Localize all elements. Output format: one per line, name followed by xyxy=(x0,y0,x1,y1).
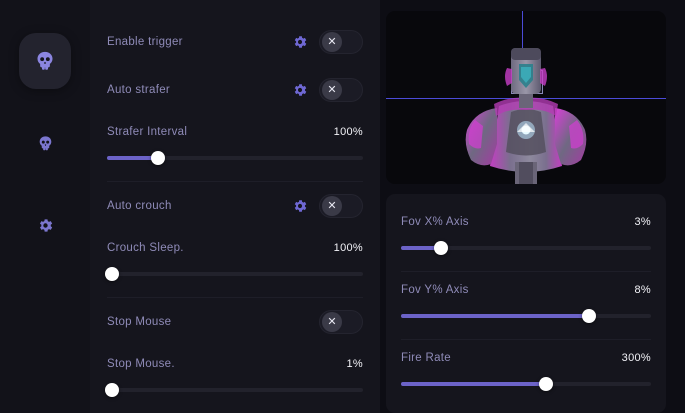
skull-icon xyxy=(37,135,54,152)
slider-fov-x-axis[interactable] xyxy=(401,241,651,255)
slider-label-fire-rate: Fire Rate xyxy=(401,352,451,364)
setting-row-auto-strafer: Auto strafer ✕ xyxy=(107,66,363,114)
slider-row-fire-rate: Fire Rate 300% xyxy=(401,340,651,407)
slider-fill xyxy=(401,314,589,318)
robot-character xyxy=(386,40,666,184)
slider-strafer-interval[interactable] xyxy=(107,151,363,165)
row-divider xyxy=(401,271,651,272)
settings-panel: Enable trigger ✕ Auto strafer ✕ Strafer Inte… xyxy=(90,0,380,413)
setting-label-auto-crouch: Auto crouch xyxy=(107,200,172,212)
slider-row-fov-y-axis: Fov Y% Axis 8% xyxy=(401,272,651,339)
row-divider xyxy=(107,181,363,182)
character-preview xyxy=(386,11,666,184)
setting-row-auto-crouch: Auto crouch ✕ xyxy=(107,182,363,230)
right-column: Fov X% Axis 3% Fov Y% Axis 8% Fire Rate 300% xyxy=(380,0,685,413)
slider-value-fire-rate: 300% xyxy=(621,352,651,364)
row-divider xyxy=(107,297,363,298)
slider-label-crouch-sleep: Crouch Sleep. xyxy=(107,242,184,254)
slider-row-fov-x-axis: Fov X% Axis 3% xyxy=(401,204,651,271)
slider-fill xyxy=(401,382,546,386)
sidebar-item-skull-secondary[interactable] xyxy=(19,115,71,171)
toggle-enable-trigger[interactable]: ✕ xyxy=(319,30,363,54)
slider-value-stop-mouse: 1% xyxy=(346,358,363,370)
setting-row-enable-trigger: Enable trigger ✕ xyxy=(107,18,363,66)
toggle-auto-strafer[interactable]: ✕ xyxy=(319,78,363,102)
slider-thumb[interactable] xyxy=(434,241,448,255)
slider-crouch-sleep[interactable] xyxy=(105,267,363,281)
slider-header: Strafer Interval 100% xyxy=(107,126,363,138)
slider-fill xyxy=(107,156,159,160)
gear-icon[interactable] xyxy=(291,81,309,99)
slider-header: Stop Mouse. 1% xyxy=(107,358,363,370)
setting-label-auto-strafer: Auto strafer xyxy=(107,84,171,96)
slider-value-fov-y-axis: 8% xyxy=(634,284,651,296)
close-icon: ✕ xyxy=(322,32,342,52)
slider-fov-y-axis[interactable] xyxy=(401,309,651,323)
close-icon: ✕ xyxy=(322,196,342,216)
sidebar-item-skull-primary[interactable] xyxy=(19,33,71,89)
slider-label-strafer-interval: Strafer Interval xyxy=(107,126,188,138)
slider-label-stop-mouse: Stop Mouse. xyxy=(107,358,175,370)
slider-fire-rate[interactable] xyxy=(401,377,651,391)
slider-fill xyxy=(401,246,441,250)
setting-row-stop-mouse: Stop Mouse ✕ xyxy=(107,298,363,346)
slider-row-strafer-interval: Strafer Interval 100% xyxy=(107,114,363,181)
slider-track xyxy=(107,272,363,276)
close-icon: ✕ xyxy=(322,312,342,332)
slider-track xyxy=(107,388,363,392)
slider-track xyxy=(401,246,651,250)
toggle-stop-mouse[interactable]: ✕ xyxy=(319,310,363,334)
slider-thumb[interactable] xyxy=(105,267,120,281)
slider-stop-mouse[interactable] xyxy=(105,383,363,397)
close-icon: ✕ xyxy=(322,80,342,100)
slider-header: Fov Y% Axis 8% xyxy=(401,284,651,296)
row-divider xyxy=(401,339,651,340)
slider-thumb[interactable] xyxy=(151,151,166,165)
setting-label-stop-mouse: Stop Mouse xyxy=(107,316,172,328)
sidebar xyxy=(0,0,90,413)
toggle-auto-crouch[interactable]: ✕ xyxy=(319,194,363,218)
gear-icon[interactable] xyxy=(291,197,309,215)
skull-icon xyxy=(34,50,56,72)
sidebar-item-settings[interactable] xyxy=(19,197,71,253)
slider-thumb[interactable] xyxy=(105,383,120,397)
slider-label-fov-y-axis: Fov Y% Axis xyxy=(401,284,469,296)
slider-track xyxy=(107,156,363,160)
slider-thumb[interactable] xyxy=(581,309,596,323)
slider-value-fov-x-axis: 3% xyxy=(634,216,651,228)
slider-row-stop-mouse: Stop Mouse. 1% xyxy=(105,346,363,413)
slider-header: Fire Rate 300% xyxy=(401,352,651,364)
gear-icon xyxy=(37,217,54,234)
slider-header: Fov X% Axis 3% xyxy=(401,216,651,228)
slider-value-strafer-interval: 100% xyxy=(333,126,363,138)
slider-label-fov-x-axis: Fov X% Axis xyxy=(401,216,469,228)
slider-row-crouch-sleep: Crouch Sleep. 100% xyxy=(105,230,363,297)
slider-value-crouch-sleep: 100% xyxy=(333,242,363,254)
gear-icon[interactable] xyxy=(291,33,309,51)
fov-settings-panel: Fov X% Axis 3% Fov Y% Axis 8% Fire Rate 300% xyxy=(386,194,666,413)
slider-thumb[interactable] xyxy=(539,377,553,391)
slider-header: Crouch Sleep. 100% xyxy=(107,242,363,254)
setting-label-enable-trigger: Enable trigger xyxy=(107,36,183,48)
